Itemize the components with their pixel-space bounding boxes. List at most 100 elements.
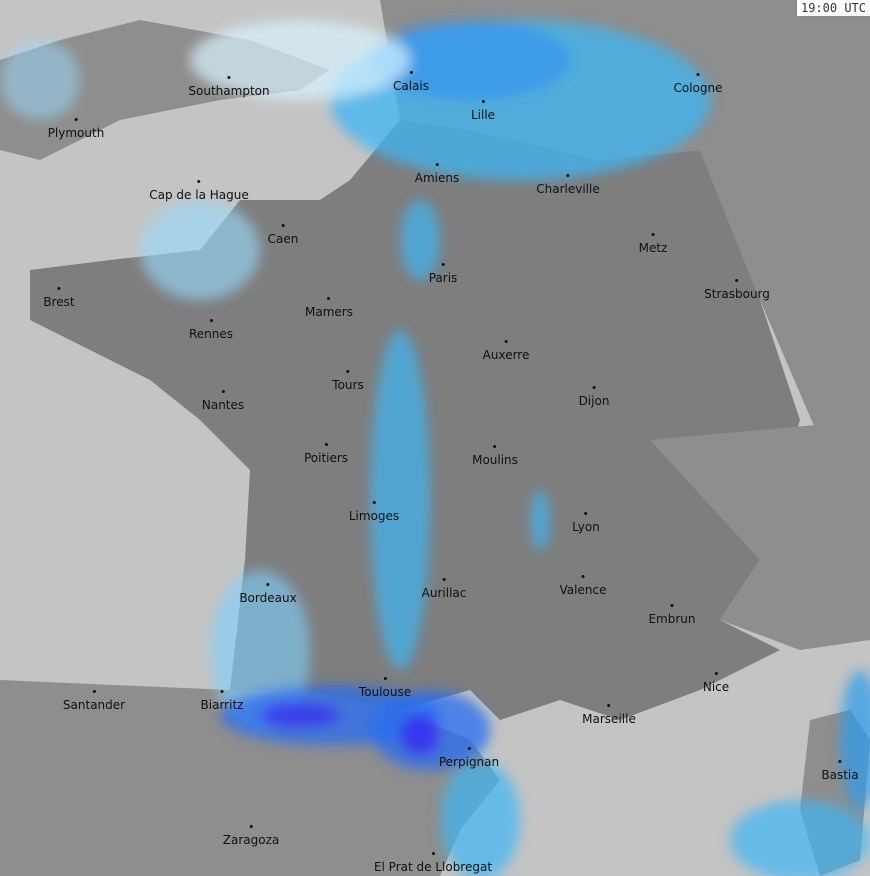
city-marker: Bordeaux [239, 583, 297, 605]
city-label: Paris [428, 271, 458, 285]
city-marker: Poitiers [304, 443, 348, 465]
city-label: Nantes [201, 398, 245, 412]
city-dot-icon [227, 76, 231, 79]
city-marker: Moulins [472, 445, 518, 467]
city-dot-icon [383, 677, 387, 680]
city-dot-icon [281, 224, 285, 227]
city-label: Amiens [414, 171, 460, 185]
city-marker: Bastia [821, 760, 859, 782]
city-label: Santander [62, 698, 126, 712]
city-marker: El Prat de Llobregat [374, 852, 492, 874]
city-dot-icon [441, 263, 445, 266]
city-label: Mamers [305, 305, 353, 319]
city-marker: Caen [267, 224, 299, 246]
city-dot-icon [467, 747, 471, 750]
city-marker: Paris [428, 263, 458, 285]
city-marker: Cap de la Hague [149, 180, 249, 202]
city-marker: Perpignan [439, 747, 499, 769]
city-dot-icon [607, 704, 611, 707]
city-dot-icon [197, 180, 201, 183]
city-dot-icon [442, 578, 446, 581]
city-dot-icon [592, 386, 596, 389]
city-marker: Nantes [202, 390, 244, 412]
city-label: Plymouth [47, 126, 105, 140]
city-label: Moulins [472, 453, 518, 467]
city-label: El Prat de Llobregat [373, 860, 493, 874]
city-marker: Rennes [189, 319, 233, 341]
city-dot-icon [327, 297, 331, 300]
city-label: Caen [267, 232, 299, 246]
city-dot-icon [249, 825, 253, 828]
city-dot-icon [324, 443, 328, 446]
city-marker: Zaragoza [223, 825, 279, 847]
city-dot-icon [504, 340, 508, 343]
city-dot-icon [409, 71, 413, 74]
city-dot-icon [696, 73, 700, 76]
city-label: Lyon [572, 520, 600, 534]
city-label: Cologne [673, 81, 723, 95]
city-marker: Santander [63, 690, 125, 712]
city-marker: Metz [638, 233, 668, 255]
city-dot-icon [431, 852, 435, 855]
city-dot-icon [209, 319, 213, 322]
city-dot-icon [57, 287, 61, 290]
city-label: Embrun [648, 612, 696, 626]
city-marker: Strasbourg [704, 279, 770, 301]
city-marker: Southampton [188, 76, 270, 98]
city-marker: Cologne [673, 73, 723, 95]
city-label: Dijon [578, 394, 610, 408]
city-label: Lille [470, 108, 496, 122]
city-label: Charleville [536, 182, 600, 196]
city-label: Brest [43, 295, 75, 309]
city-marker: Biarritz [200, 690, 244, 712]
city-marker: Mamers [305, 297, 353, 319]
city-marker: Tours [332, 370, 364, 392]
city-marker: Lille [471, 100, 495, 122]
city-marker: Lyon [572, 512, 600, 534]
city-label: Strasbourg [704, 287, 770, 301]
city-marker: Limoges [349, 501, 399, 523]
city-label: Marseille [582, 712, 636, 726]
city-dot-icon [581, 575, 585, 578]
city-label: Tours [332, 378, 364, 392]
city-marker: Nice [703, 672, 729, 694]
city-label: Rennes [188, 327, 234, 341]
city-dot-icon [735, 279, 739, 282]
city-dot-icon [714, 672, 718, 675]
city-dot-icon [651, 233, 655, 236]
city-dot-icon [481, 100, 485, 103]
city-marker: Embrun [648, 604, 696, 626]
city-dot-icon [266, 583, 270, 586]
city-label: Poitiers [303, 451, 349, 465]
city-dot-icon [346, 370, 350, 373]
city-label: Zaragoza [222, 833, 280, 847]
city-dot-icon [220, 690, 224, 693]
city-label: Perpignan [438, 755, 500, 769]
city-label: Bordeaux [239, 591, 297, 605]
city-marker: Auxerre [482, 340, 530, 362]
city-label: Cap de la Hague [149, 188, 249, 202]
city-label: Metz [638, 241, 668, 255]
city-label: Calais [392, 79, 430, 93]
city-label: Valence [559, 583, 607, 597]
city-label: Aurillac [421, 586, 467, 600]
city-label: Biarritz [200, 698, 244, 712]
city-dot-icon [92, 690, 96, 693]
city-dot-icon [435, 163, 439, 166]
city-dot-icon [372, 501, 376, 504]
city-marker: Aurillac [421, 578, 467, 600]
city-label: Limoges [348, 509, 400, 523]
city-marker: Plymouth [47, 118, 105, 140]
city-marker: Calais [393, 71, 429, 93]
city-label: Auxerre [482, 348, 530, 362]
city-marker: Charleville [536, 174, 600, 196]
city-label: Nice [702, 680, 730, 694]
city-dot-icon [838, 760, 842, 763]
city-marker: Valence [559, 575, 607, 597]
city-dot-icon [493, 445, 497, 448]
city-dot-icon [74, 118, 78, 121]
city-dot-icon [670, 604, 674, 607]
city-dot-icon [221, 390, 225, 393]
precipitation [0, 20, 870, 876]
